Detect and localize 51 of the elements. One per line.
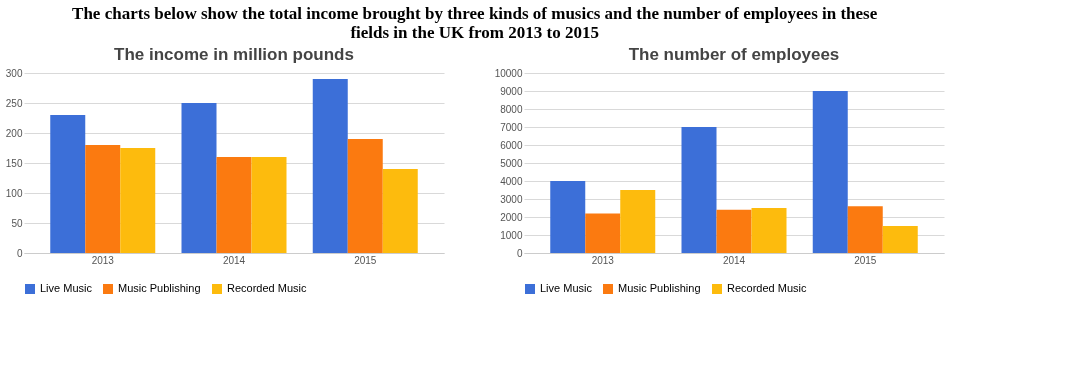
bar — [216, 157, 252, 253]
legend-label: Music Publishing — [118, 282, 201, 294]
y-tick-label: 0 — [16, 247, 23, 259]
legend-label: Live Music — [540, 282, 593, 294]
x-tick-label: 2013 — [591, 254, 615, 266]
legend-label: Music Publishing — [618, 282, 701, 294]
bar — [716, 209, 752, 253]
legend-label: Recorded Music — [227, 282, 307, 294]
bar — [251, 157, 287, 253]
legend-label: Recorded Music — [727, 282, 807, 294]
chart-title: The income in million pounds — [114, 45, 354, 64]
bar — [120, 148, 156, 253]
y-tick-label: 0 — [516, 247, 523, 259]
bar — [50, 115, 86, 253]
bar — [181, 103, 217, 253]
y-tick-label: 10000 — [494, 67, 523, 79]
x-tick-label: 2014 — [722, 254, 746, 266]
y-tick-label: 1000 — [500, 229, 523, 241]
y-tick-label: 200 — [5, 127, 23, 139]
bar — [585, 213, 621, 253]
y-tick-label: 300 — [5, 67, 23, 79]
bar — [382, 169, 418, 253]
y-tick-label: 9000 — [500, 85, 523, 97]
bar — [681, 127, 717, 253]
bar — [347, 139, 383, 253]
y-tick-label: 3000 — [500, 193, 523, 205]
x-tick-label: 2014 — [222, 254, 246, 266]
x-tick-label: 2015 — [354, 254, 377, 266]
y-tick-label: 2000 — [500, 211, 523, 223]
y-tick-label: 100 — [5, 187, 23, 199]
y-tick-label: 50 — [11, 217, 23, 229]
y-tick-label: 250 — [5, 97, 23, 109]
y-tick-label: 7000 — [500, 121, 523, 133]
x-tick-label: 2015 — [854, 254, 877, 266]
text: The charts below show the total income brought by three kinds of musics and the number of employees in these fields in the UK from 2013 to 2015 — [72, 4, 878, 42]
bar — [620, 190, 656, 253]
bar — [882, 226, 918, 253]
bar — [751, 208, 787, 253]
bar — [812, 91, 848, 253]
bar — [847, 206, 883, 253]
x-tick-label: 2013 — [91, 254, 115, 266]
chart-title: The number of employees — [628, 45, 840, 64]
y-tick-label: 5000 — [500, 157, 523, 169]
y-tick-label: 150 — [5, 157, 23, 169]
bar — [312, 79, 348, 253]
legend-label: Live Music — [40, 282, 93, 294]
bar — [550, 181, 586, 253]
y-tick-label: 6000 — [500, 139, 523, 151]
y-tick-label: 8000 — [500, 103, 523, 115]
y-tick-label: 4000 — [500, 175, 523, 187]
bar — [85, 145, 121, 253]
